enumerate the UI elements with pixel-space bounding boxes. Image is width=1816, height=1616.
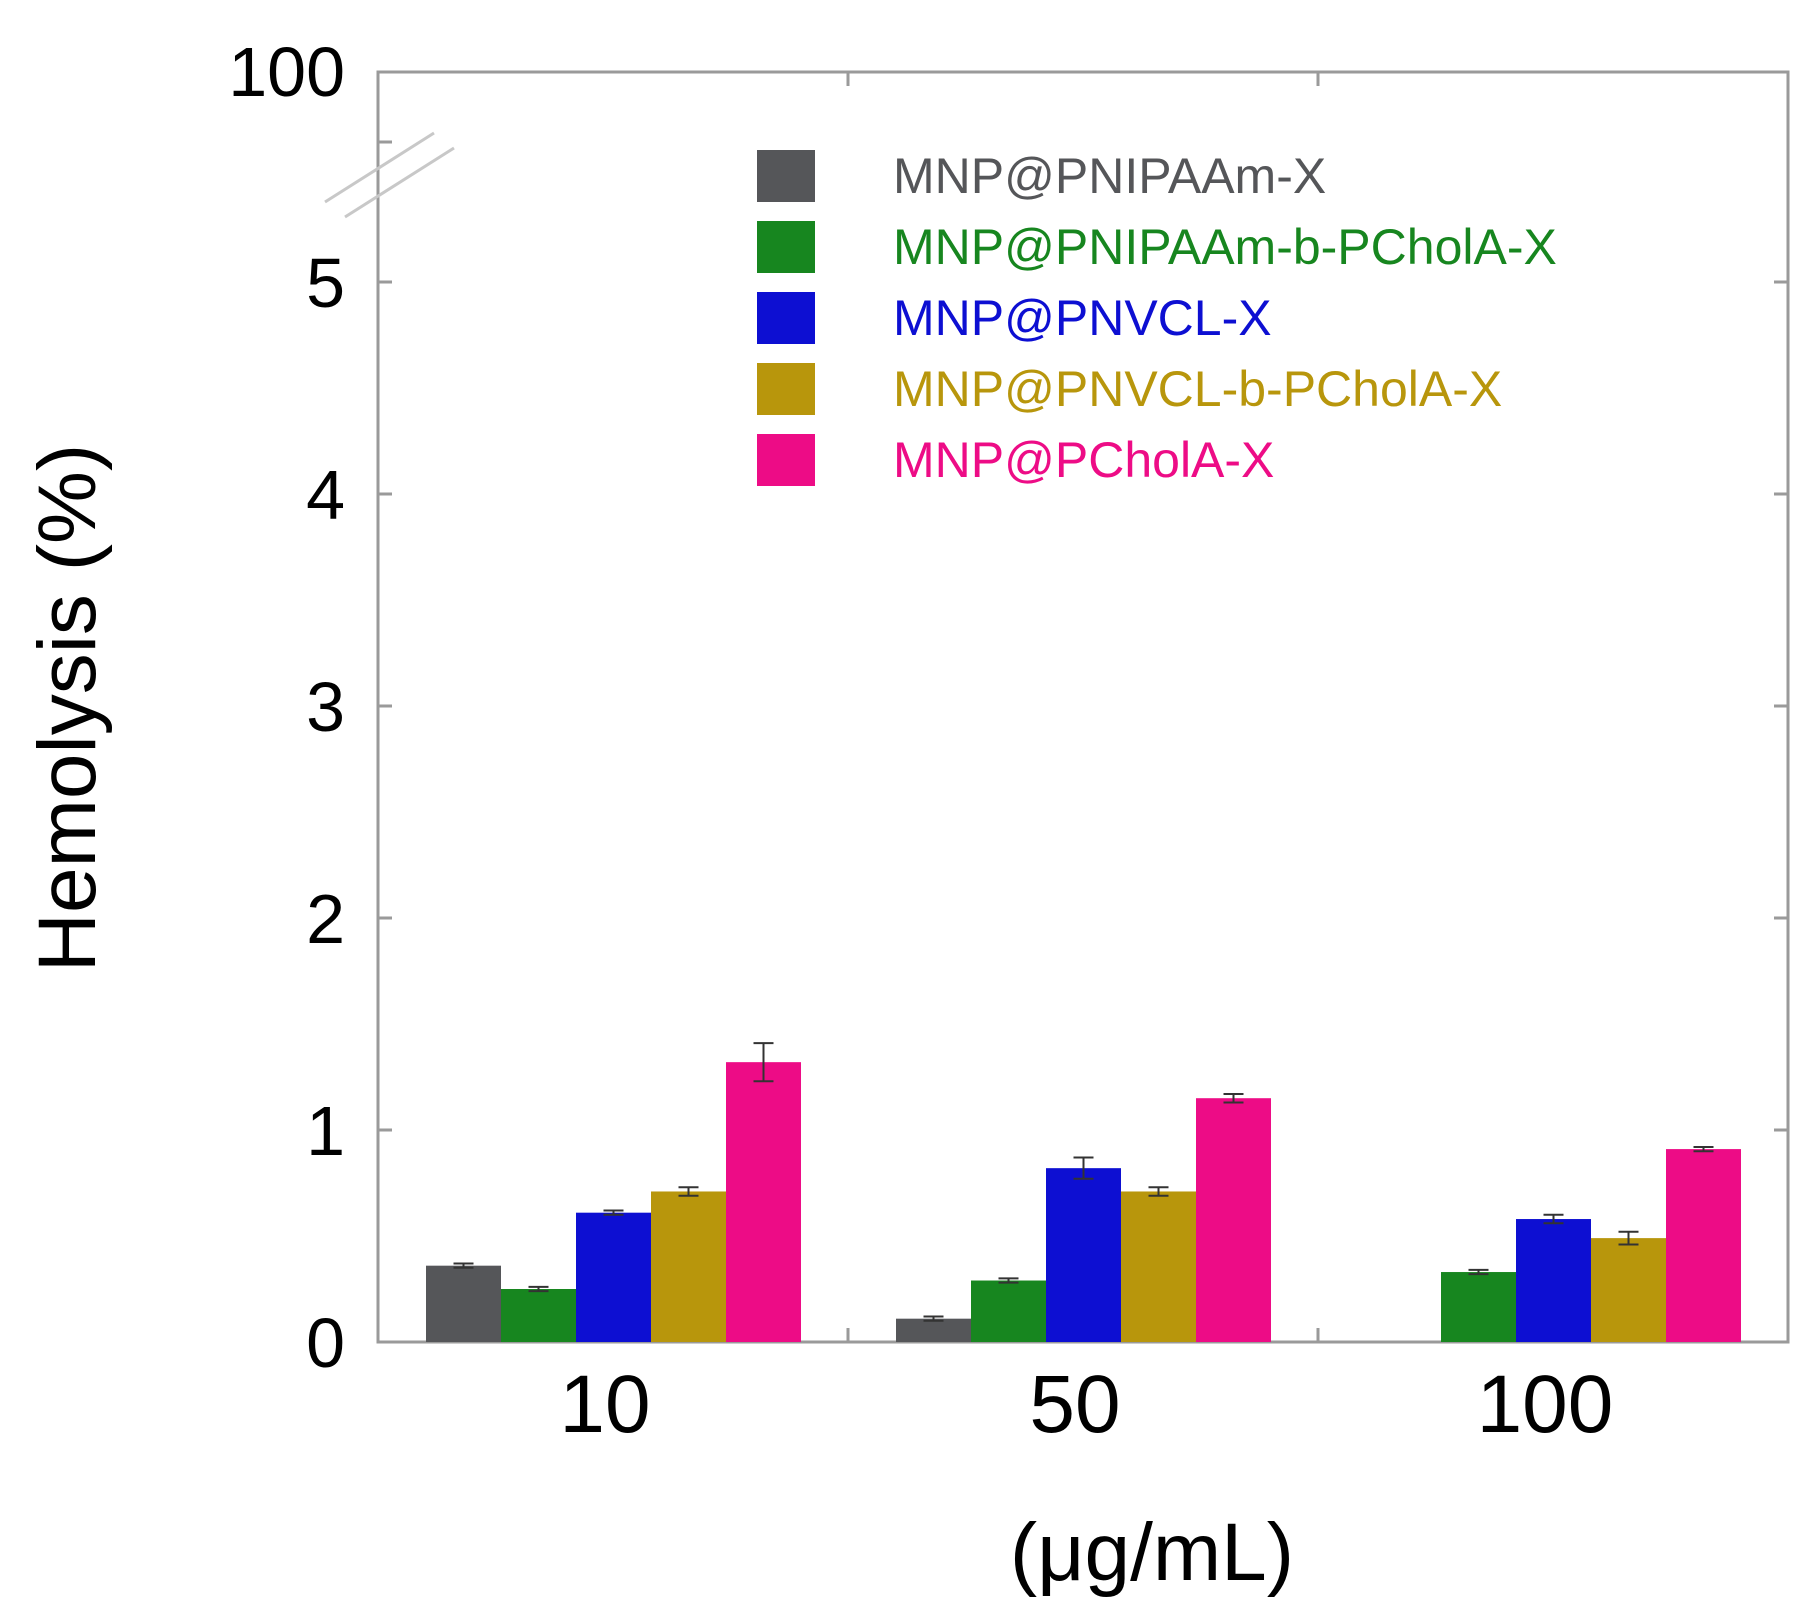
y-axis-title: Hemolysis (%) [22,444,113,972]
legend: MNP@PNIPAAm-X MNP@PNIPAAm-b-PCholA-X MNP@P… [757,148,1557,488]
bar [1121,1191,1196,1342]
error-bars-group [453,1042,1714,1322]
legend-label: MNP@PNIPAAm-X [893,148,1326,204]
y-tick-label: 4 [306,456,345,534]
y-tick-label: 3 [306,668,345,746]
bar [1441,1272,1516,1342]
bar [1516,1219,1591,1342]
x-axis: 10 50 100 [559,72,1613,1450]
x-tick-label: 50 [1029,1359,1120,1450]
legend-label: MNP@PCholA-X [893,432,1274,488]
axis-break-mark [324,131,435,204]
legend-label: MNP@PNIPAAm-b-PCholA-X [893,219,1557,275]
legend-label: MNP@PNVCL-b-PCholA-X [893,361,1502,417]
y-tick-label: 1 [306,1092,345,1170]
legend-label: MNP@PNVCL-X [893,290,1272,346]
bar [651,1191,726,1342]
x-axis-title: (μg/mL) [1010,1507,1294,1598]
x-tick-label: 10 [559,1359,650,1450]
legend-swatch [757,363,815,415]
y-tick-label-break-top: 100 [228,33,345,111]
y-tick-label: 2 [306,880,345,958]
bar [971,1280,1046,1342]
y-axis: 0 1 2 3 4 5 [306,140,1788,1382]
y-tick-label: 0 [306,1304,345,1382]
legend-swatch [757,150,815,202]
bar [896,1318,971,1342]
bar [1046,1168,1121,1342]
bar [576,1212,651,1342]
bar [426,1265,501,1342]
legend-swatch [757,292,815,344]
legend-swatch [757,221,815,273]
bar [1196,1098,1271,1342]
bar [1666,1149,1741,1342]
axis-break-mark [344,146,455,219]
y-tick-label: 5 [306,244,345,322]
legend-swatch [757,434,815,486]
bar [726,1062,801,1342]
x-tick-label: 100 [1477,1359,1614,1450]
bars-group [426,1062,1741,1342]
bar [501,1289,576,1342]
bar [1591,1238,1666,1342]
